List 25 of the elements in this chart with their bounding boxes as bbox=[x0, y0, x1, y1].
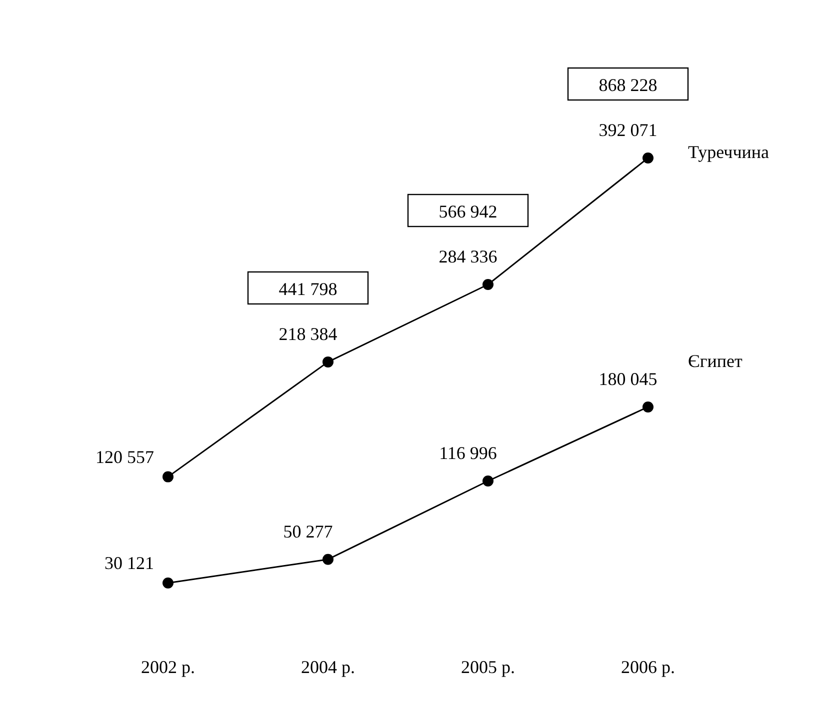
annotation: 441 798 bbox=[278, 278, 338, 299]
point bbox=[162, 578, 174, 588]
annotation: 566 942 bbox=[438, 202, 498, 222]
data-label: 392 071 bbox=[598, 120, 658, 140]
data-label: 116 996 bbox=[439, 442, 497, 463]
series-label: Туреччина bbox=[688, 142, 770, 162]
point bbox=[322, 356, 334, 368]
point bbox=[162, 471, 174, 482]
point bbox=[642, 152, 654, 164]
x-tick-label: 2002 р. bbox=[141, 657, 195, 677]
text: 868 228 bbox=[598, 75, 658, 95]
point bbox=[642, 401, 654, 412]
x-tick-label: 2004 р. bbox=[301, 657, 355, 677]
data-label: 180 045 bbox=[598, 368, 658, 389]
data-label: 50 277 bbox=[283, 521, 333, 542]
text: Єгипет bbox=[688, 350, 743, 371]
data-label: 120 557 bbox=[96, 446, 154, 467]
point bbox=[482, 279, 494, 290]
data-label: 284 336 bbox=[438, 246, 498, 266]
point bbox=[482, 475, 494, 486]
data-label: 30 121 bbox=[104, 553, 154, 573]
x-tick-label: 2005 р. bbox=[461, 657, 515, 677]
x-tick-label: 2006 р. bbox=[621, 657, 675, 677]
point bbox=[322, 554, 334, 565]
data-label: 218 384 bbox=[278, 324, 338, 344]
